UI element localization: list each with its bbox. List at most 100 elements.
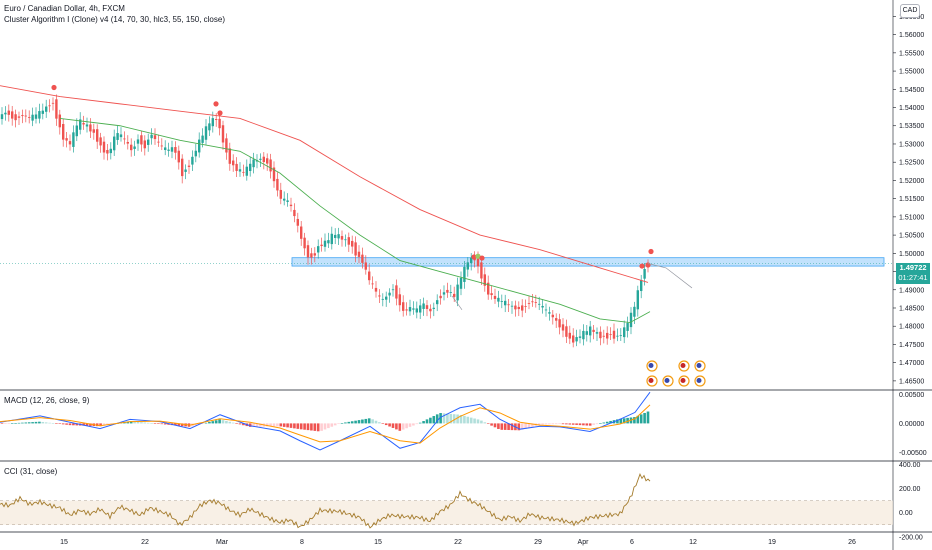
- currency-button[interactable]: CAD: [900, 4, 920, 18]
- price-tick-label: 1.48000: [899, 324, 924, 331]
- macd-histogram-bar: [259, 423, 262, 427]
- macd-histogram-bar: [517, 423, 521, 431]
- candle-body: [102, 141, 106, 153]
- time-tick-label: 15: [60, 539, 68, 546]
- macd-histogram-bar: [24, 422, 28, 424]
- chart-title: Euro / Canadian Dollar, 4h, FXCM: [4, 4, 125, 13]
- candle-body: [126, 141, 129, 144]
- candle-body: [232, 160, 235, 166]
- cci-tick-label: -200.00: [899, 534, 923, 541]
- candle-body: [439, 295, 442, 299]
- cci-legend: CCI (31, close): [4, 467, 58, 476]
- macd-histogram-bar: [136, 421, 140, 424]
- macd-histogram-bar: [344, 422, 347, 424]
- candle-body: [381, 298, 384, 300]
- candle-body: [0, 114, 4, 120]
- macd-histogram-bar: [89, 423, 92, 426]
- candle-body: [160, 145, 163, 147]
- candle-body: [4, 112, 7, 115]
- candle-body: [432, 307, 435, 309]
- price-tick-label: 1.48500: [899, 305, 924, 312]
- macd-histogram-bar: [565, 423, 568, 425]
- signal-dot: [648, 248, 654, 255]
- macd-histogram-bar: [527, 423, 531, 428]
- macd-histogram-bar: [429, 417, 432, 424]
- macd-histogram-bar: [350, 421, 354, 424]
- macd-histogram-bar: [303, 423, 306, 430]
- macd-histogram-bar: [571, 423, 575, 425]
- candle-body: [408, 307, 412, 312]
- candle-body: [133, 146, 136, 149]
- macd-histogram-bar: [221, 420, 225, 424]
- macd-histogram-bar: [449, 413, 453, 424]
- macd-histogram-bar: [4, 423, 7, 424]
- cci-tick-label: 200.00: [899, 486, 921, 493]
- candle-body: [51, 102, 55, 104]
- candle-body: [113, 136, 116, 151]
- macd-histogram-bar: [364, 418, 368, 424]
- candle-body: [300, 226, 303, 239]
- candle-body: [507, 304, 510, 306]
- candle-body: [344, 239, 347, 241]
- signal-dot: [639, 263, 645, 269]
- candle-body: [561, 324, 565, 331]
- macd-histogram-bar: [316, 423, 320, 432]
- projection-arrow: [451, 295, 463, 311]
- candle-body: [191, 156, 194, 165]
- price-tick-label: 1.54000: [899, 105, 924, 112]
- macd-histogram-bar: [163, 423, 167, 425]
- macd-histogram-bar: [10, 423, 14, 424]
- candle-body: [425, 305, 429, 309]
- cci-band: [0, 500, 893, 525]
- candle-body: [7, 110, 10, 115]
- macd-histogram-bar: [72, 423, 75, 426]
- macd-histogram-bar: [323, 423, 327, 430]
- macd-histogram-bar: [143, 422, 147, 424]
- macd-histogram-bar: [58, 423, 62, 424]
- candle-body: [589, 326, 592, 336]
- candle-body: [82, 123, 85, 125]
- candle-body: [92, 129, 95, 133]
- macd-histogram-bar: [374, 420, 378, 424]
- price-tick-label: 1.52000: [899, 178, 924, 185]
- indicator-legend: Cluster Algorithm I (Clone) v4 (14, 70, …: [4, 15, 225, 24]
- candle-body: [313, 253, 316, 256]
- candle-body: [245, 166, 248, 176]
- signal-dot: [645, 262, 651, 268]
- macd-histogram-bar: [378, 422, 381, 424]
- candle-body: [75, 125, 78, 137]
- slow-ma-line: [0, 85, 649, 283]
- candle-body: [378, 295, 381, 297]
- candle-body: [317, 246, 320, 253]
- cluster-badge-dot: [696, 363, 702, 368]
- macd-histogram-bar: [106, 423, 109, 426]
- price-tick-label: 1.54500: [899, 87, 924, 94]
- macd-histogram-bar: [480, 420, 483, 424]
- macd-histogram-bar: [306, 423, 310, 431]
- macd-histogram-bar: [14, 423, 17, 424]
- macd-histogram-bar: [639, 414, 643, 424]
- macd-histogram-bar: [391, 423, 395, 428]
- macd-histogram-bar: [412, 423, 415, 426]
- price-tick-label: 1.55000: [899, 69, 924, 76]
- candle-body: [215, 119, 218, 121]
- candle-body: [548, 312, 551, 314]
- candle-body: [242, 171, 245, 173]
- macd-tick-label: 0.00000: [899, 421, 924, 428]
- candle-body: [68, 141, 72, 145]
- macd-histogram-bar: [626, 417, 629, 424]
- candle-body: [269, 159, 272, 172]
- macd-tick-label: 0.00500: [899, 392, 924, 399]
- candle-body: [58, 114, 61, 128]
- macd-histogram-bar: [340, 423, 344, 424]
- macd-histogram-bar: [228, 421, 232, 424]
- candle-body: [357, 251, 361, 257]
- macd-histogram-bar: [286, 423, 289, 428]
- candle-body: [14, 114, 17, 121]
- macd-histogram-bar: [41, 421, 45, 424]
- cluster-badge-dot: [696, 378, 702, 383]
- candle-body: [602, 335, 605, 337]
- macd-histogram-bar: [452, 414, 456, 424]
- macd-histogram-bar: [65, 423, 68, 425]
- macd-histogram-bar: [61, 423, 65, 425]
